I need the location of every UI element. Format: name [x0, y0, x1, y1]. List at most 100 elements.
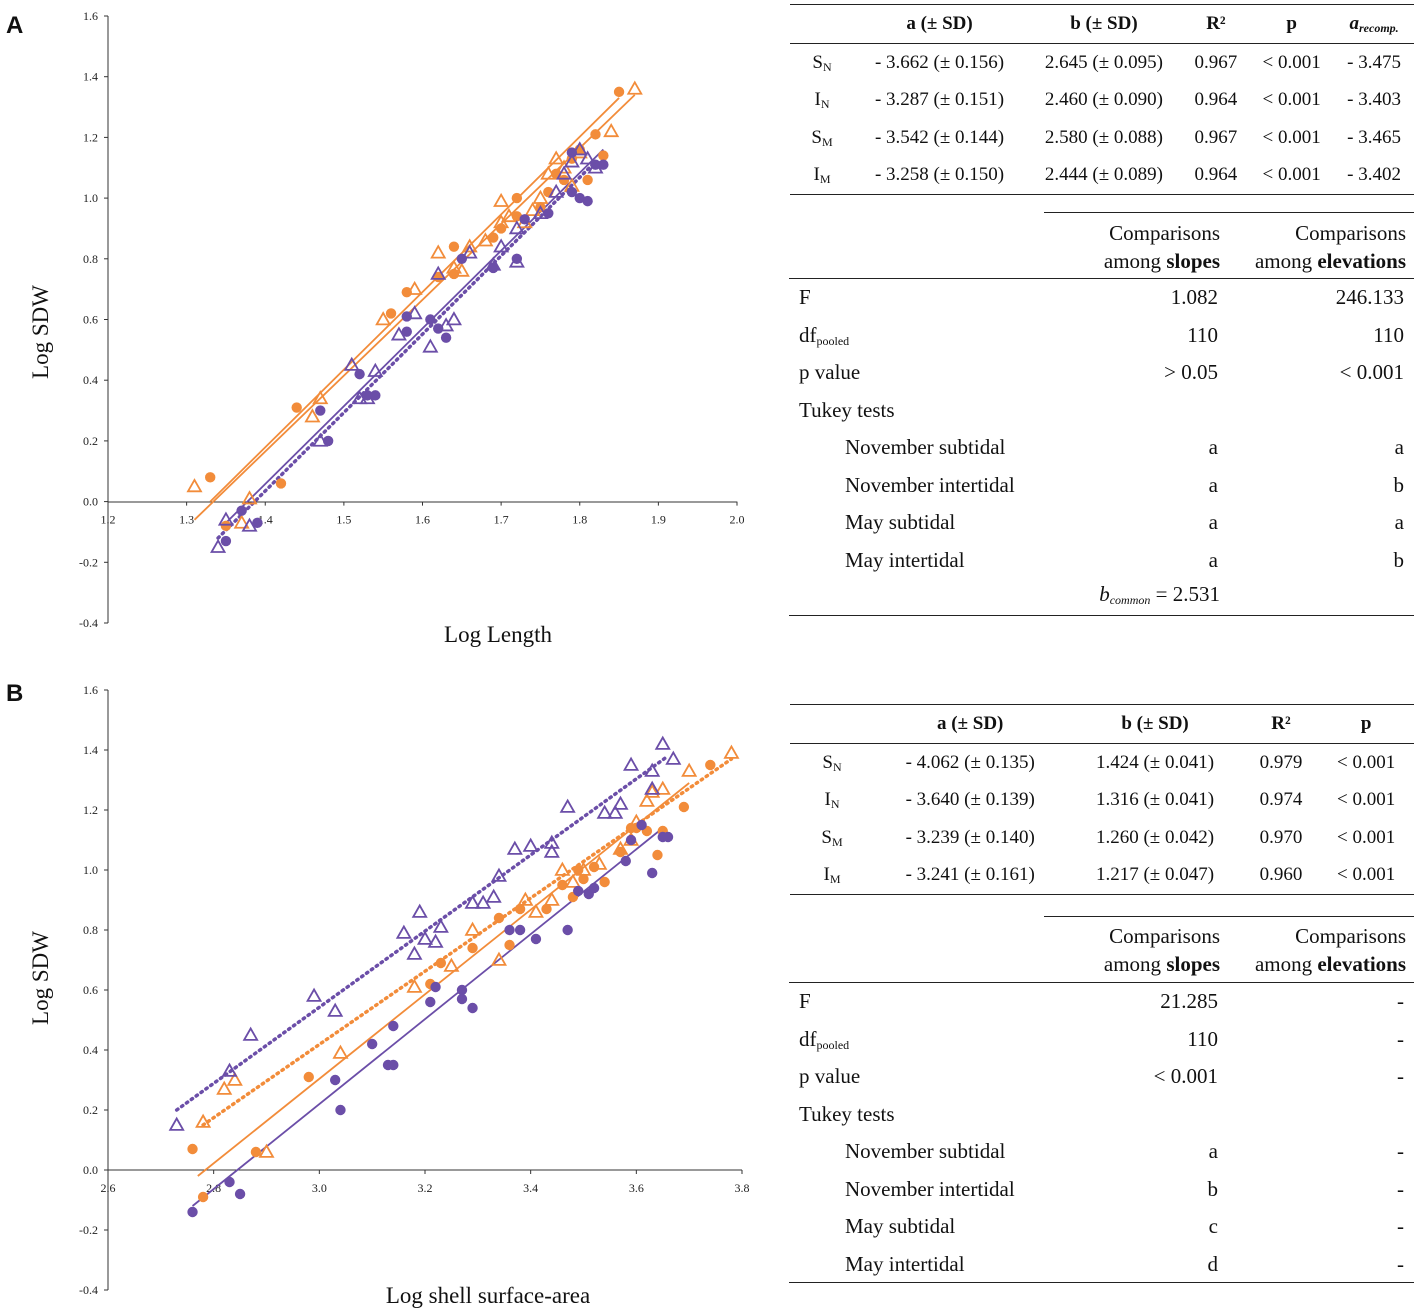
point-may-intertidal [411, 903, 428, 918]
b-common: bcommon = 2.531 [1099, 582, 1220, 607]
point-november-subtidal [504, 939, 515, 951]
cell-r2: 0.960 [1259, 864, 1303, 886]
y-axis-label: Log SDW [28, 285, 53, 379]
y-tick-label: -0.2 [79, 1223, 98, 1237]
y-tick-label: 0.0 [83, 495, 98, 509]
point-november-intertidal [548, 150, 565, 165]
x-tick-label: 2.6 [101, 1181, 116, 1195]
point-may-subtidal [662, 831, 674, 843]
point-november-intertidal [723, 744, 740, 759]
cell-arecomp: - 3.465 [1347, 126, 1401, 148]
comparison-label: May subtidal [845, 510, 956, 534]
elevations-value: b [1393, 547, 1405, 572]
point-may-intertidal [493, 238, 510, 253]
cell-arecomp: - 3.402 [1347, 164, 1401, 186]
x-tick-label: 1.3 [179, 513, 194, 527]
cmp-mid-rule-b [789, 982, 1414, 983]
point-november-intertidal [430, 244, 447, 259]
cell-a: - 3.662 (± 0.156) [874, 51, 1005, 73]
y-tick-label: 1.2 [83, 803, 98, 817]
point-may-intertidal [607, 804, 624, 819]
point-may-subtidal [220, 535, 232, 547]
point-may-subtidal [636, 819, 647, 831]
cmp-slopes-head-a: Comparisons among slopes [1103, 221, 1220, 273]
comparison-row: November subtidal a a [789, 429, 1414, 467]
point-may-intertidal [416, 930, 434, 945]
point-may-subtidal [425, 996, 436, 1008]
point-may-intertidal [242, 1026, 259, 1041]
point-may-intertidal [210, 538, 227, 553]
point-may-intertidal [445, 311, 463, 326]
table-row: SM - 3.239 (± 0.140) 1.260 (± 0.042) 0.9… [790, 819, 1414, 857]
comparison-label: Tukey tests [799, 1101, 895, 1126]
point-may-subtidal [566, 186, 578, 198]
table-row: IN - 3.287 (± 0.151) 2.460 (± 0.090) 0.9… [790, 82, 1414, 120]
point-november-subtidal [598, 150, 609, 161]
point-may-intertidal [395, 924, 412, 939]
point-may-subtidal [388, 1059, 399, 1071]
comparison-row: November intertidal b - [789, 1171, 1414, 1209]
table-row: IN - 3.640 (± 0.139) 1.316 (± 0.041) 0.9… [790, 782, 1414, 820]
chart-b: -0.4-0.20.00.20.40.60.81.01.21.41.62.62.… [28, 683, 750, 1308]
point-may-subtidal [514, 924, 526, 936]
point-november-intertidal [445, 259, 463, 274]
elevations-value: - [1397, 1251, 1404, 1276]
point-november-subtidal [511, 192, 523, 204]
point-may-subtidal [582, 195, 593, 207]
regression-table-a: a (± SD) b (± SD) R² p arecomp. SN - 3.6… [790, 4, 1414, 195]
fit-line-november-subtidal [197, 782, 690, 1177]
cell-r2: 0.974 [1259, 789, 1303, 811]
col-a: a (± SD) [937, 713, 1004, 734]
comparison-row: May subtidal c - [789, 1208, 1414, 1246]
cell-b: 1.260 (± 0.042) [1095, 826, 1215, 848]
elevations-value: < 0.001 [1339, 360, 1404, 384]
point-may-subtidal [519, 214, 530, 225]
cell-b: 2.645 (± 0.095) [1044, 51, 1163, 73]
point-november-subtidal [303, 1071, 314, 1083]
table-row: SM - 3.542 (± 0.144) 2.580 (± 0.088) 0.9… [790, 119, 1414, 157]
comparison-row: F 1.082 246.133 [789, 279, 1414, 317]
slopes-value: a [1208, 1139, 1218, 1163]
point-may-subtidal [315, 405, 326, 416]
point-may-intertidal [305, 987, 323, 1002]
point-november-intertidal [681, 762, 698, 777]
x-tick-label: 1.9 [651, 513, 666, 527]
point-november-intertidal [332, 1044, 349, 1059]
point-may-intertidal [427, 933, 444, 948]
point-may-subtidal [425, 314, 436, 325]
point-november-intertidal [453, 262, 470, 277]
point-november-subtidal [205, 472, 216, 483]
point-may-intertidal [559, 798, 576, 813]
cell-r2: 0.970 [1259, 826, 1303, 848]
y-tick-label: 0.6 [83, 983, 98, 997]
y-tick-label: 0.2 [83, 434, 98, 448]
cell-b: 2.580 (± 0.088) [1044, 126, 1163, 148]
comparison-label: November subtidal [845, 1139, 1006, 1163]
point-may-intertidal [430, 265, 447, 280]
cell-a: - 3.287 (± 0.151) [874, 89, 1005, 111]
point-november-subtidal [493, 912, 505, 924]
point-november-intertidal [638, 792, 655, 807]
point-may-subtidal [588, 882, 600, 894]
cell-b: 1.424 (± 0.041) [1095, 751, 1215, 773]
point-november-subtidal [197, 1191, 209, 1203]
point-november-intertidal [186, 478, 203, 493]
cell-a: - 3.640 (± 0.139) [905, 789, 1035, 811]
point-november-intertidal [500, 207, 518, 223]
row-label: IN [814, 89, 830, 112]
y-axis-label: Log SDW [28, 931, 53, 1025]
comparison-label: p value [799, 1064, 861, 1088]
cell-r2: 0.967 [1194, 51, 1238, 73]
point-may-intertidal [390, 326, 407, 341]
point-november-subtidal [220, 520, 232, 532]
comparison-row: p value > 0.05 < 0.001 [789, 354, 1414, 392]
col-arecomp: arecomp. [1349, 13, 1399, 35]
cell-r2: 0.964 [1194, 164, 1238, 186]
point-may-intertidal [665, 750, 682, 765]
panel-a-letter: A [6, 12, 24, 39]
point-may-intertidal [312, 432, 329, 447]
slopes-value: a [1208, 547, 1218, 572]
cmp-slopes-head-b: Comparisons among slopes [1103, 924, 1220, 976]
point-november-subtidal [613, 86, 625, 98]
point-may-intertidal [548, 183, 565, 198]
